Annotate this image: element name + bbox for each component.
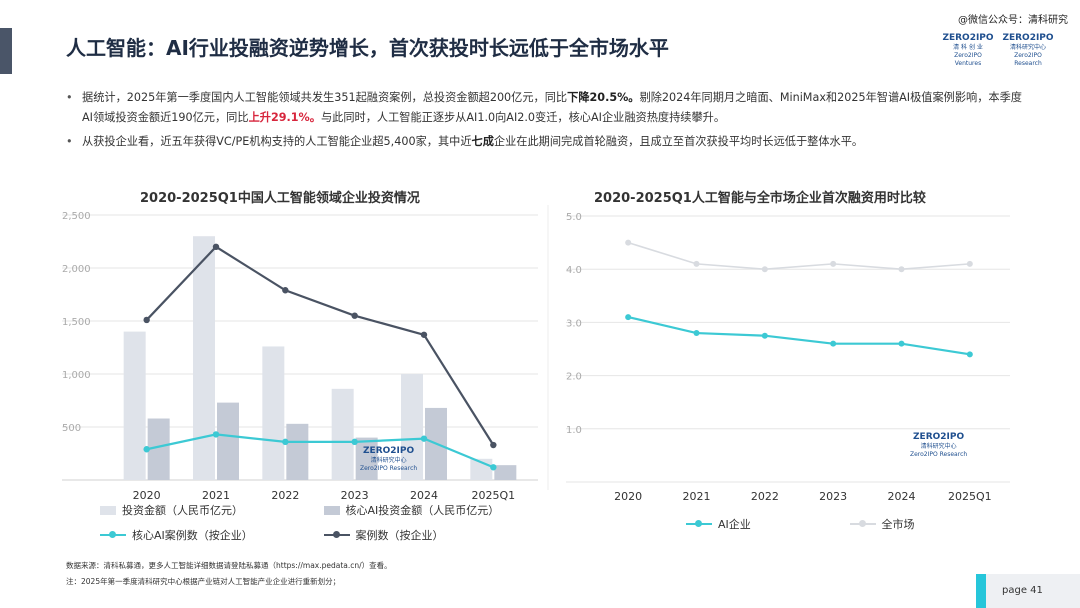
left-y-tick-label: 1,000	[62, 370, 91, 381]
market-line	[627, 241, 970, 271]
legend-market: 全市场	[849, 516, 915, 532]
right-chart-legend: AI企业 全市场	[686, 515, 915, 532]
summary-bullets: 据统计，2025年第一季度国内人工智能领域共发生351起融资案例，总投资金额超2…	[66, 88, 1026, 156]
legend-market-swatch	[849, 520, 876, 527]
left-y-tick-label: 2,500	[62, 211, 91, 222]
page-number: page 41	[1002, 585, 1043, 596]
core-cases-line	[146, 433, 494, 469]
zero2ipo-research-logo: ZERO2IPO 清科研究中心 Zero2IPO Research	[1002, 33, 1054, 67]
title-accent-bar	[0, 28, 12, 74]
invest-bar	[123, 331, 146, 480]
left-chart-legend: 投资金额（人民币亿元） 核心AI投资金额（人民币亿元） 核心AI案例数（按企业）…	[100, 502, 499, 543]
legend-cases: 案例数（按企业）	[323, 527, 444, 543]
market-point	[966, 260, 973, 267]
invest-bar	[262, 346, 285, 480]
left-x-tick-label: 2022	[271, 489, 299, 502]
page-number-box	[976, 574, 1080, 608]
core-cases-point	[143, 446, 150, 453]
right-x-tick-label: 2020	[614, 490, 642, 503]
core-cases-point	[490, 464, 497, 471]
ai-point	[761, 332, 768, 339]
cases-point	[212, 243, 220, 250]
footnote: 注：2025年第一季度清科研究中心根据产业链对人工智能产业企业进行重新划分；	[66, 577, 341, 586]
seventy-percent-highlight: 七成	[471, 135, 494, 148]
legend-core-cases: 核心AI案例数（按企业）	[100, 527, 320, 543]
left-x-tick-label: 2024	[410, 489, 438, 502]
ai-point	[966, 351, 973, 358]
cases-point	[143, 316, 150, 324]
cases-point	[351, 312, 358, 319]
right-chart-title: 2020-2025Q1人工智能与全市场企业首次融资用时比较	[594, 191, 926, 206]
page-title: 人工智能：AI行业投融资逆势增长，首次获投时长远低于全市场水平	[66, 36, 669, 60]
invest-bar	[193, 236, 215, 480]
right-x-tick-label: 2024	[888, 490, 916, 503]
market-point	[761, 266, 768, 273]
core-invest-bar	[355, 437, 378, 480]
core-invest-bar	[286, 423, 309, 480]
legend-core-cases-swatch	[100, 531, 126, 538]
left-x-tick-label: 2021	[202, 489, 230, 502]
right-x-tick-label: 2025Q1	[948, 490, 992, 503]
left-y-tick-label: 1,500	[62, 317, 91, 328]
cases-point	[490, 441, 497, 449]
right-y-tick-label: 5.0	[566, 212, 582, 223]
core-invest-bar	[217, 402, 239, 480]
cases-point	[420, 331, 428, 338]
right-y-tick-label: 4.0	[566, 265, 582, 276]
right-y-tick-label: 3.0	[566, 318, 582, 329]
ai-line	[627, 316, 971, 356]
ai-point	[830, 340, 837, 347]
core-invest-bar	[147, 418, 170, 480]
core-cases-point	[282, 438, 289, 446]
invest-bar	[331, 388, 354, 480]
left-y-tick-label: 500	[62, 423, 81, 434]
growth-highlight: 上升29.1%。	[248, 111, 321, 124]
right-y-tick-label: 1.0	[566, 425, 582, 436]
core-cases-point	[420, 435, 428, 442]
right-x-tick-label: 2022	[751, 490, 779, 503]
market-point	[693, 260, 700, 267]
legend-ai: AI企业	[686, 516, 846, 532]
core-invest-bar	[494, 465, 517, 480]
bullet-item-1: 据统计，2025年第一季度国内人工智能领域共发生351起融资案例，总投资金额超2…	[66, 88, 1026, 128]
decline-highlight: 下降20.5%。	[567, 91, 640, 104]
market-point	[625, 239, 632, 246]
invest-bar	[401, 374, 423, 480]
legend-core-invest-swatch	[323, 505, 340, 515]
left-chart-watermark: ZERO2IPO 清科研究中心 Zero2IPO Research	[360, 446, 418, 472]
data-source-note: 数据来源：清科私募通，更多人工智能详细数据请登陆私募通（https://max.…	[66, 561, 392, 570]
core-cases-point	[212, 431, 220, 438]
cases-point	[282, 287, 289, 294]
legend-invest: 投资金额（人民币亿元）	[100, 502, 320, 518]
legend-cases-swatch	[323, 531, 350, 538]
left-x-tick-label: 2023	[341, 489, 369, 502]
cases-line	[145, 245, 495, 446]
legend-ai-swatch	[686, 520, 712, 527]
left-x-tick-label: 2020	[133, 489, 161, 502]
header-logos: ZERO2IPO 清 科 创 业 Zero2IPO Ventures ZERO2…	[940, 33, 1056, 67]
page-number-accent	[976, 574, 986, 608]
ai-point	[693, 330, 700, 337]
legend-core-invest: 核心AI投资金额（人民币亿元）	[323, 502, 499, 518]
right-chart-watermark: ZERO2IPO 清科研究中心 Zero2IPO Research	[910, 432, 968, 458]
ai-point	[625, 314, 632, 321]
left-x-tick-label: 2025Q1	[472, 489, 516, 502]
ai-point	[898, 340, 905, 347]
right-x-tick-label: 2021	[683, 490, 711, 503]
zero2ipo-ventures-logo: ZERO2IPO 清 科 创 业 Zero2IPO Ventures	[942, 33, 994, 67]
market-point	[830, 260, 837, 267]
left-y-tick-label: 2,000	[62, 264, 91, 275]
left-chart-title: 2020-2025Q1中国人工智能领域企业投资情况	[140, 191, 420, 206]
right-y-tick-label: 2.0	[566, 372, 582, 383]
right-x-tick-label: 2023	[819, 490, 847, 503]
legend-invest-swatch	[100, 505, 116, 515]
wechat-credit: @微信公众号：清科研究	[958, 15, 1068, 26]
market-point	[898, 266, 905, 273]
bullet-item-2: 从获投企业看，近五年获得VC/PE机构支持的人工智能企业超5,400家，其中近七…	[66, 132, 1026, 152]
core-cases-point	[351, 438, 358, 446]
